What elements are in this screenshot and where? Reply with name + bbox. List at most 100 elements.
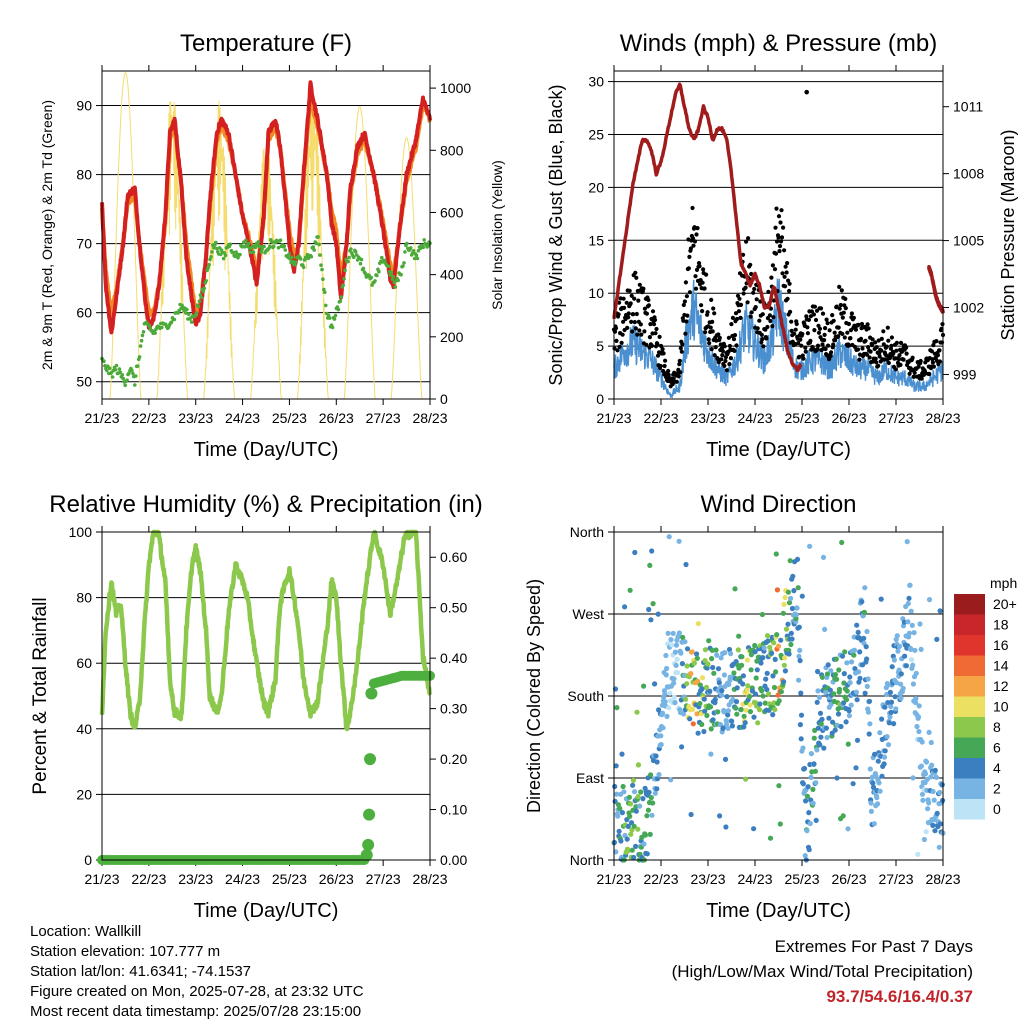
dewpoint-point	[361, 266, 366, 271]
plot-frame	[101, 531, 431, 861]
direction-point	[918, 646, 924, 653]
x-tick-label: 22/23	[131, 871, 166, 887]
direction-point	[830, 719, 836, 725]
direction-point	[703, 684, 710, 691]
direction-point	[734, 685, 740, 691]
gust-point	[799, 343, 804, 348]
direction-point	[634, 709, 640, 715]
dewpoint-point	[399, 272, 403, 277]
direction-point	[660, 710, 666, 716]
y2-tick-label: 999	[953, 366, 977, 382]
direction-point	[706, 638, 712, 644]
direction-point	[757, 701, 763, 707]
gust-point	[766, 289, 771, 294]
gust-point	[760, 337, 765, 342]
gust-point	[683, 331, 688, 336]
gust-point	[866, 345, 871, 350]
dewpoint-point	[426, 243, 430, 248]
gust-point	[694, 267, 700, 272]
direction-point	[627, 813, 633, 820]
direction-point	[676, 538, 682, 544]
gust-point	[833, 338, 838, 343]
y2-tick-label: 400	[440, 267, 464, 283]
gust-point	[771, 315, 776, 320]
direction-point	[669, 642, 675, 648]
dewpoint-point	[131, 371, 135, 376]
direction-point	[881, 761, 887, 767]
gust-point	[789, 328, 794, 333]
gust-point	[866, 326, 871, 331]
gust-point	[809, 309, 815, 314]
gust-point	[727, 362, 732, 367]
dewpoint-point	[210, 250, 214, 254]
gust-point	[637, 328, 642, 333]
dewpoint-point	[314, 241, 319, 246]
y-tick-label: 60	[76, 305, 92, 321]
direction-point	[919, 739, 925, 745]
direction-point	[911, 630, 917, 636]
gust-point	[879, 336, 884, 341]
direction-point	[848, 702, 854, 708]
direction-point	[841, 671, 847, 677]
direction-point	[913, 695, 919, 702]
x-axis-label: Time (Day/UTC)	[194, 900, 339, 922]
direction-point	[641, 841, 647, 847]
direction-point	[845, 741, 851, 747]
gust-point	[824, 317, 829, 322]
direction-point	[628, 831, 634, 837]
colorbar-label: 2	[993, 781, 1001, 797]
gust-point	[678, 346, 683, 351]
gust-point	[755, 326, 760, 331]
direction-point	[781, 679, 787, 685]
gust-point	[724, 368, 730, 373]
gust-point	[823, 346, 828, 352]
gust-point	[644, 311, 650, 316]
gust-point	[686, 266, 692, 271]
gust-point	[804, 89, 809, 95]
gust-point	[621, 319, 626, 324]
gust-point	[919, 376, 924, 381]
direction-point	[649, 548, 655, 554]
precip-point	[365, 687, 378, 700]
direction-point	[662, 699, 668, 705]
gust-point	[840, 331, 845, 336]
dewpoint-point	[422, 238, 427, 242]
gust-point	[662, 363, 667, 369]
gust-point	[912, 374, 917, 379]
direction-point	[929, 762, 935, 768]
direction-point	[798, 690, 804, 696]
gust-point	[779, 235, 785, 240]
direction-point	[826, 715, 832, 721]
x-tick-label: 25/23	[784, 871, 819, 887]
direction-point	[895, 648, 901, 654]
direction-point	[923, 759, 930, 765]
direction-point	[680, 711, 687, 717]
gust-point	[776, 214, 782, 219]
direction-point	[864, 628, 870, 635]
direction-point	[694, 651, 700, 657]
plot-frame	[613, 70, 944, 400]
direction-point	[807, 761, 813, 768]
direction-point	[824, 734, 830, 741]
gust-point	[722, 344, 727, 349]
direction-point	[834, 676, 840, 682]
gust-point	[636, 298, 641, 303]
gust-point	[839, 288, 844, 293]
gust-point	[794, 321, 799, 327]
direction-point	[726, 646, 733, 653]
gust-point	[777, 244, 783, 249]
dewpoint-point	[276, 245, 281, 250]
gust-point	[937, 359, 943, 364]
gust-point	[842, 335, 847, 340]
y-tick-label: West	[572, 606, 604, 622]
gust-point	[787, 281, 792, 286]
direction-point	[914, 723, 920, 730]
direction-point	[767, 644, 773, 650]
direction-point	[799, 593, 805, 599]
direction-point	[800, 781, 807, 787]
gust-point	[931, 343, 936, 348]
direction-point	[729, 723, 736, 729]
direction-point	[702, 647, 709, 653]
direction-point	[868, 808, 875, 815]
direction-point	[633, 843, 639, 850]
